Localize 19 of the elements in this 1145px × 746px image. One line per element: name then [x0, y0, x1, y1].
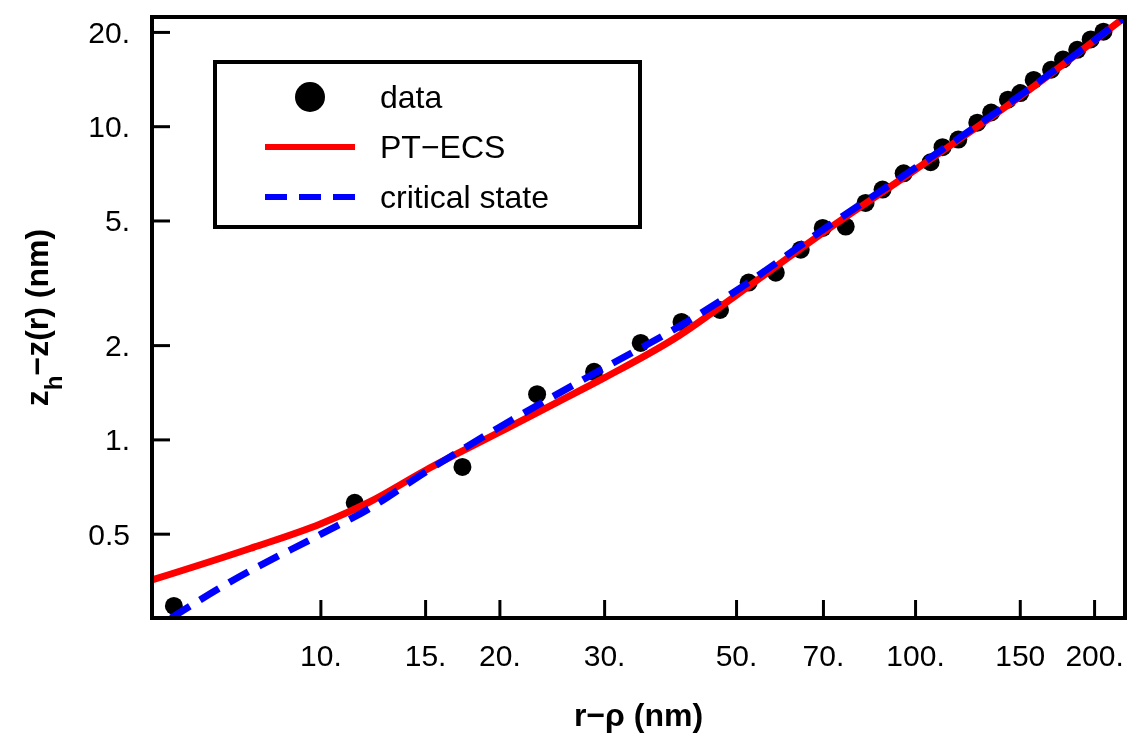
- x-axis-title: r−ρ (nm): [573, 697, 704, 733]
- x-tick-label: 200.: [1065, 639, 1124, 672]
- x-tick-label: 10.: [300, 639, 342, 672]
- y-tick-label: 5.: [104, 204, 130, 238]
- x-tick-label: 15.: [404, 639, 447, 672]
- y-tick-label: 0.5: [88, 517, 130, 551]
- x-tick-label: 20.: [479, 639, 521, 672]
- x-tick-label: 30.: [583, 639, 626, 672]
- x-tick-label: 150: [995, 639, 1046, 672]
- legend-label: PT−ECS: [380, 129, 506, 166]
- y-tick-label: 2.: [104, 329, 130, 363]
- x-tick-label: 50.: [715, 639, 758, 672]
- x-tick-label: 100.: [886, 639, 945, 672]
- legend-label: critical state: [380, 179, 549, 216]
- legend-label: data: [380, 79, 443, 116]
- y-tick-label: 10.: [88, 110, 130, 144]
- y-tick-label: 1.: [104, 423, 130, 457]
- x-tick-label: 70.: [802, 639, 845, 672]
- y-tick-label: 20.: [88, 15, 130, 49]
